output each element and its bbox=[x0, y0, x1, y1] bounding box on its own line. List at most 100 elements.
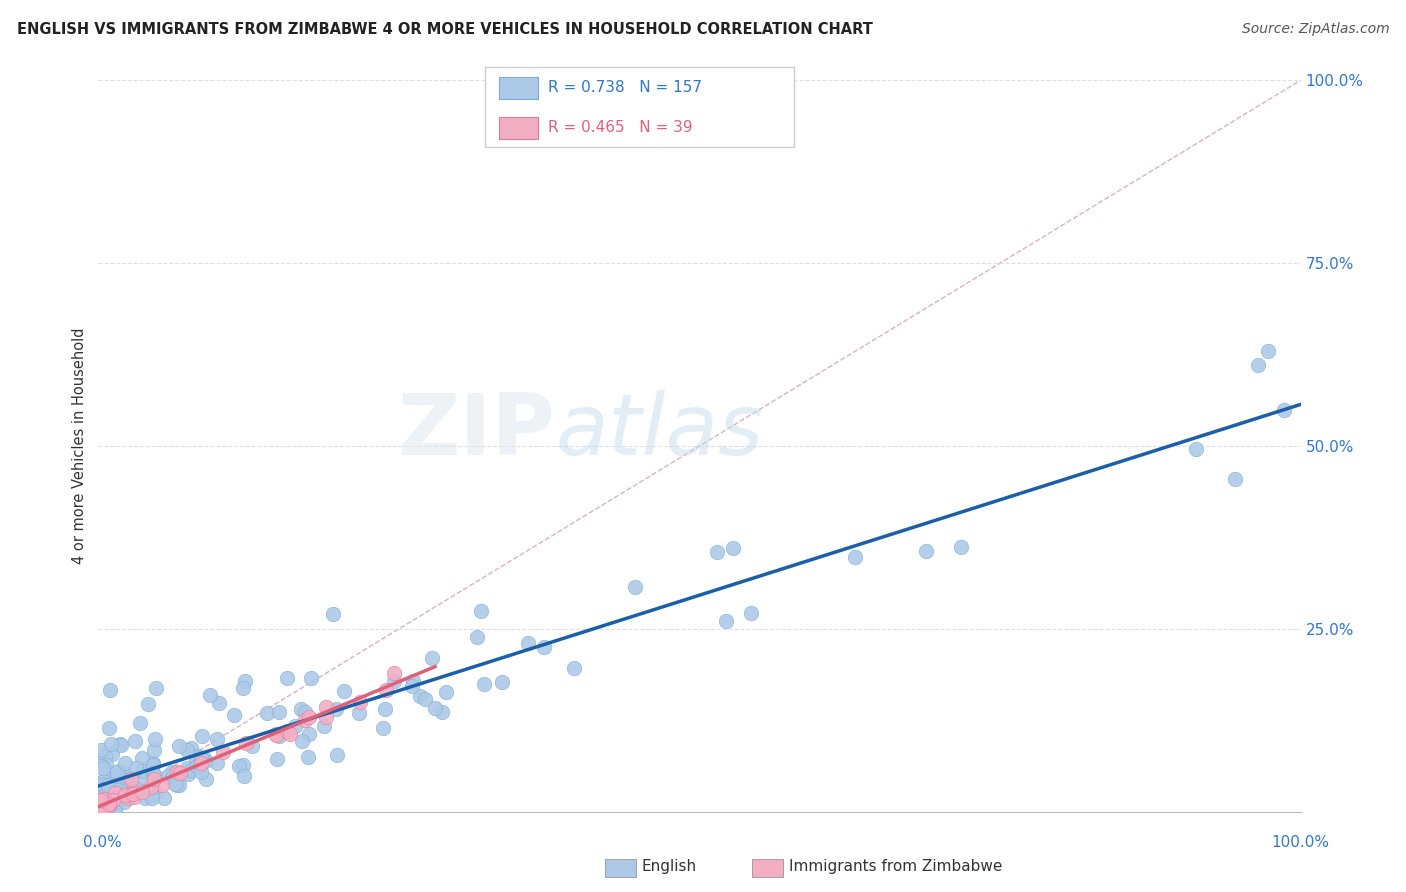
Point bbox=[1225, 472, 1247, 486]
Point bbox=[413, 691, 436, 706]
Point bbox=[150, 778, 173, 792]
Point bbox=[915, 543, 938, 558]
Point bbox=[110, 738, 132, 752]
Point bbox=[108, 777, 131, 791]
Y-axis label: 4 or more Vehicles in Household: 4 or more Vehicles in Household bbox=[72, 327, 87, 565]
Point bbox=[562, 661, 585, 675]
Point bbox=[430, 705, 453, 719]
Point bbox=[96, 786, 118, 800]
Point bbox=[156, 769, 179, 783]
Point bbox=[402, 674, 425, 689]
Point bbox=[96, 757, 118, 772]
Point bbox=[297, 750, 319, 764]
Point bbox=[124, 789, 146, 804]
Point bbox=[470, 604, 492, 618]
Point bbox=[97, 765, 120, 780]
Point bbox=[200, 689, 222, 703]
Point bbox=[190, 729, 212, 743]
Point bbox=[166, 765, 188, 780]
Point bbox=[299, 671, 322, 685]
Point bbox=[190, 765, 212, 780]
Point bbox=[110, 782, 132, 797]
Point bbox=[136, 697, 159, 711]
Point bbox=[322, 607, 344, 621]
Point bbox=[91, 779, 114, 793]
Point bbox=[125, 781, 148, 796]
Point bbox=[472, 677, 495, 691]
Point bbox=[184, 753, 207, 767]
Point bbox=[104, 804, 127, 818]
Point bbox=[267, 706, 290, 720]
Point bbox=[382, 666, 405, 681]
Point bbox=[193, 751, 215, 765]
Point bbox=[115, 788, 138, 802]
Point bbox=[125, 760, 148, 774]
Point bbox=[107, 764, 129, 779]
Point bbox=[276, 671, 298, 685]
Point bbox=[111, 772, 134, 786]
Point bbox=[90, 793, 112, 807]
Point bbox=[423, 700, 446, 714]
Point bbox=[420, 651, 443, 665]
Point bbox=[89, 780, 111, 795]
Point bbox=[142, 765, 165, 780]
Point bbox=[89, 785, 111, 799]
Point bbox=[114, 789, 136, 803]
Point bbox=[188, 759, 211, 773]
Point bbox=[96, 798, 118, 813]
Point bbox=[187, 749, 209, 764]
Point bbox=[278, 726, 301, 740]
Point bbox=[93, 774, 115, 789]
Text: R = 0.738   N = 157: R = 0.738 N = 157 bbox=[548, 80, 703, 95]
Point bbox=[298, 710, 321, 724]
Point bbox=[143, 772, 166, 786]
Point bbox=[333, 683, 356, 698]
Point bbox=[89, 793, 111, 807]
Point bbox=[104, 804, 127, 818]
Point bbox=[108, 764, 131, 778]
Point bbox=[89, 802, 111, 816]
Point bbox=[124, 733, 146, 747]
Point bbox=[232, 758, 254, 772]
Point bbox=[121, 786, 143, 800]
Text: English: English bbox=[641, 859, 696, 873]
Point bbox=[101, 803, 124, 817]
Point bbox=[276, 723, 298, 738]
Point bbox=[186, 759, 208, 773]
Point bbox=[208, 696, 231, 710]
Point bbox=[269, 729, 291, 743]
Point bbox=[222, 707, 245, 722]
Point bbox=[516, 636, 538, 650]
Point bbox=[91, 774, 114, 789]
Text: Immigrants from Zimbabwe: Immigrants from Zimbabwe bbox=[789, 859, 1002, 873]
Point bbox=[100, 767, 122, 781]
Point bbox=[114, 781, 136, 796]
Point bbox=[294, 705, 316, 719]
Point bbox=[232, 681, 254, 695]
Point bbox=[142, 742, 165, 756]
Point bbox=[131, 785, 153, 799]
Point bbox=[190, 756, 212, 771]
Point bbox=[91, 761, 114, 775]
Point bbox=[291, 734, 314, 748]
Text: 100.0%: 100.0% bbox=[1271, 836, 1330, 850]
Point bbox=[139, 780, 162, 794]
Point bbox=[315, 710, 337, 724]
Point bbox=[950, 540, 973, 554]
Point bbox=[624, 581, 647, 595]
Point bbox=[740, 606, 762, 620]
Point bbox=[104, 786, 127, 800]
Point bbox=[141, 789, 163, 803]
Point bbox=[94, 786, 117, 800]
Point bbox=[162, 765, 184, 780]
Point bbox=[233, 769, 256, 783]
Point bbox=[100, 786, 122, 800]
Point bbox=[107, 783, 129, 797]
Point bbox=[1246, 359, 1268, 373]
Point bbox=[349, 695, 371, 709]
Point bbox=[312, 719, 335, 733]
Point bbox=[177, 767, 200, 781]
Point bbox=[100, 804, 122, 818]
Point bbox=[207, 756, 229, 771]
Point bbox=[121, 783, 143, 797]
